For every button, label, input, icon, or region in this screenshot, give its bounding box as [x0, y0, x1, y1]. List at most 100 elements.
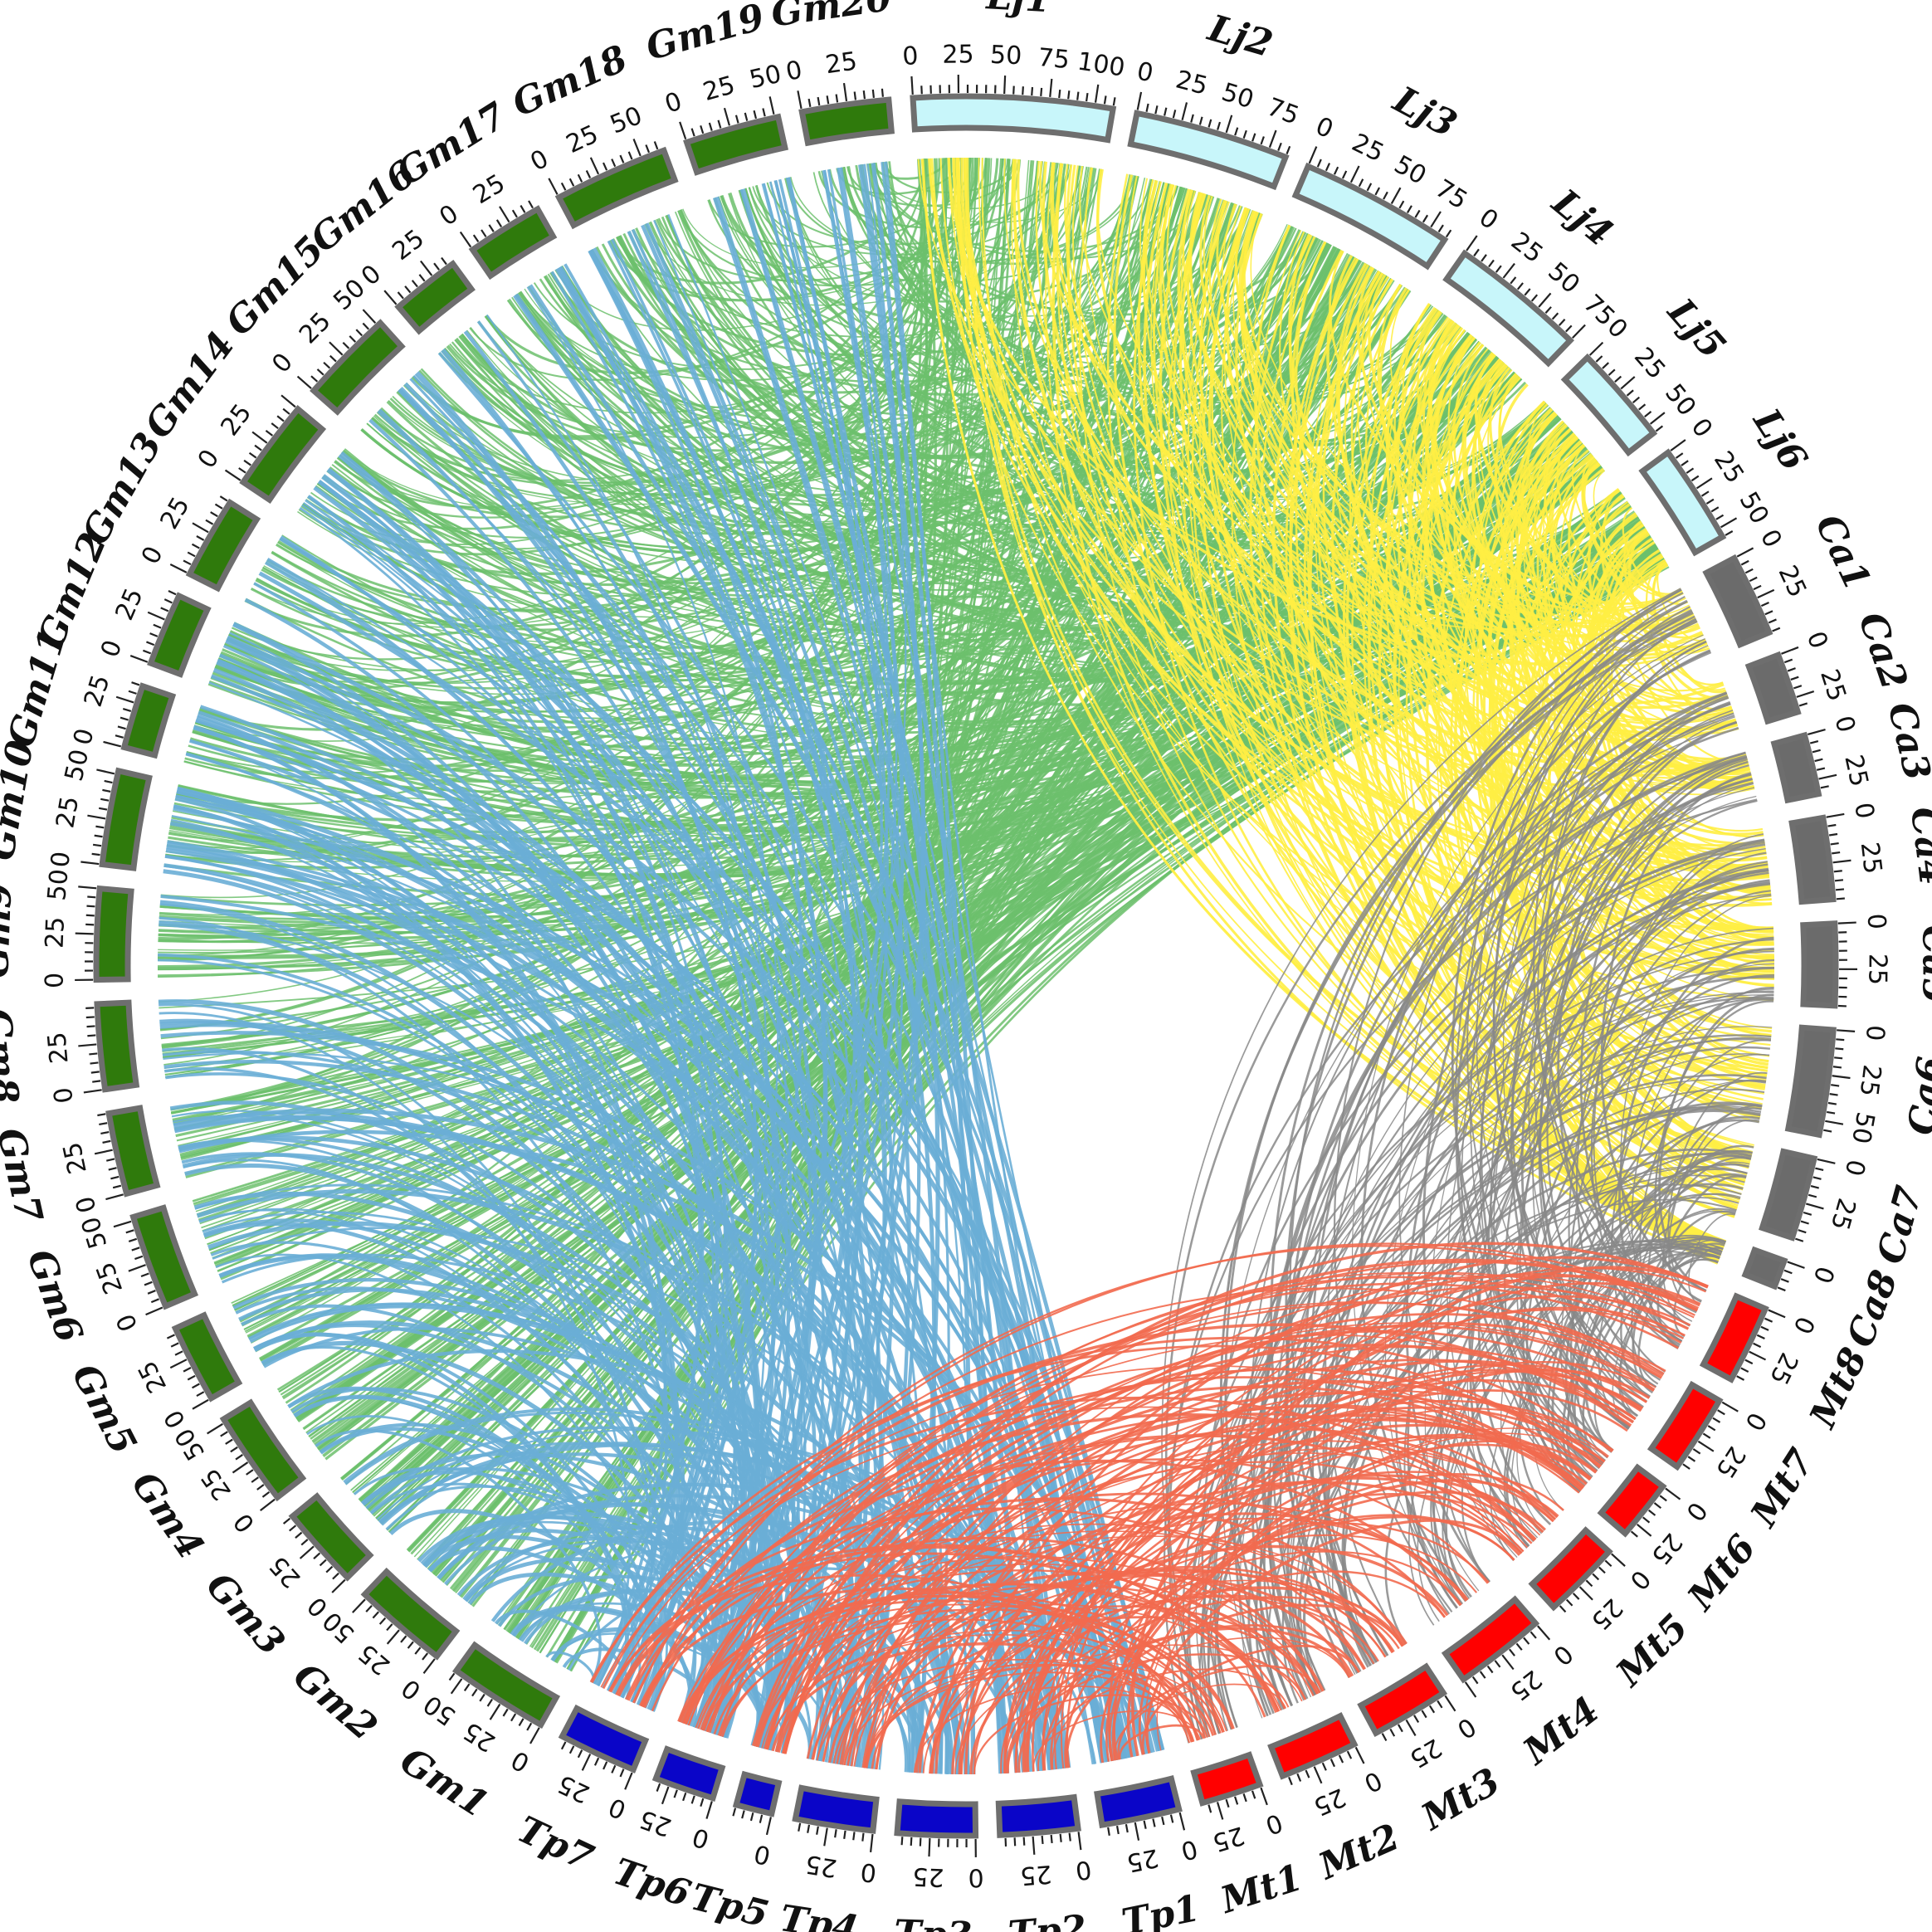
chromosome-block-tp4	[792, 1784, 880, 1834]
tick-label-gm4-2: 50	[169, 1423, 211, 1466]
chromosome-block-gm14	[239, 405, 327, 505]
tick-marks-gm11	[103, 681, 140, 748]
chromosome-label-ca8: Ca8	[1839, 1265, 1906, 1353]
chromosome-block-ca1	[1702, 554, 1773, 649]
tick-label-lj5-2: 50	[1659, 378, 1701, 422]
tick-marks-mt5	[1559, 1553, 1626, 1613]
tick-label-gm8-0: 0	[48, 1086, 79, 1105]
tick-label-gm8-1: 25	[42, 1031, 74, 1065]
tick-label-gm7-0: 0	[71, 1193, 103, 1217]
tick-marks-gm10	[80, 768, 115, 866]
tick-label-tp2-1: 25	[1019, 1859, 1053, 1891]
tick-label-gm1-0: 0	[506, 1744, 534, 1778]
chromosome-ca6: 0 25 50 Ca6	[1784, 1024, 1932, 1146]
chromosome-block-gm18	[554, 146, 679, 230]
chromosome-label-gm8: Gm8	[0, 1007, 27, 1105]
tick-label-gm9-1: 25	[41, 916, 71, 949]
tick-label-gm12-1: 25	[110, 584, 149, 625]
chromosome-gm8: 0 25 Gm8	[0, 999, 140, 1105]
tick-label-lj4-1: 25	[1505, 227, 1549, 269]
tick-label-gm2-1: 25	[353, 1637, 396, 1680]
tick-label-lj6-0: 0	[1685, 413, 1718, 443]
tick-label-tp6-1: 25	[636, 1803, 676, 1842]
tick-marks-mt7	[1682, 1401, 1739, 1470]
tick-label-lj2-1: 25	[1173, 66, 1211, 101]
tick-label-ca7-1: 25	[1824, 1195, 1861, 1233]
tick-label-gm16-1: 25	[387, 224, 430, 266]
chromosome-tp1: 0 25 Tp1	[1094, 1774, 1203, 1932]
tick-marks-gm1	[448, 1672, 540, 1744]
tick-label-mt7-1: 25	[1710, 1441, 1751, 1483]
chromosome-tp4: 0 25 Tp4	[777, 1784, 880, 1932]
tick-label-mt3-0: 0	[1451, 1711, 1481, 1744]
tick-label-gm20-1: 25	[823, 46, 859, 80]
chromosome-block-ca4	[1788, 814, 1837, 905]
tick-label-gm4-0: 0	[228, 1508, 261, 1538]
chromosome-block-gm1	[451, 1641, 561, 1730]
chromosome-label-tp2: Tp2	[1007, 1908, 1088, 1932]
chromosome-label-ca3: Ca3	[1879, 699, 1932, 784]
chromosome-gm20: 0 25 Gm20	[768, 0, 895, 147]
tick-label-lj4-0: 0	[1474, 203, 1504, 237]
chromosome-label-tp6: Tp6	[608, 1851, 696, 1916]
tick-label-mt5-0: 0	[1623, 1564, 1656, 1595]
tick-marks-mt1	[1208, 1787, 1268, 1820]
chromosome-block-lj5	[1560, 353, 1658, 457]
chromosome-label-tp7: Tp7	[511, 1808, 600, 1880]
chromosome-lj2: 0 25 50 75 Lj2	[1127, 7, 1303, 191]
tick-label-mt6-0: 0	[1680, 1496, 1712, 1526]
chromosome-label-lj6: Lj6	[1744, 400, 1815, 478]
tick-marks-gm3	[282, 1517, 346, 1593]
chromosome-ca5: 0 25 Ca5	[1800, 913, 1932, 1009]
tick-marks-gm14	[224, 394, 296, 481]
tick-label-tp3-1: 25	[912, 1861, 945, 1892]
tick-marks-gm16	[383, 256, 447, 305]
chromosome-gm9: 0 25 50 Gm9	[0, 868, 134, 989]
chromosome-block-ca6	[1784, 1024, 1837, 1139]
chromosome-tp2: 0 25 Tp2	[995, 1793, 1093, 1932]
tick-marks-tp1	[1107, 1812, 1186, 1841]
chromosome-block-gm17	[468, 205, 558, 281]
chromosome-label-gm13: Gm13	[74, 426, 170, 552]
tick-label-gm18-0: 0	[525, 144, 553, 178]
tick-marks-tp5	[732, 1808, 772, 1836]
chromosome-label-gm7: Gm7	[0, 1125, 51, 1227]
tick-marks-ca2	[1781, 646, 1815, 707]
tick-label-gm9-0: 0	[40, 973, 69, 989]
tick-marks-gm13	[169, 495, 228, 573]
tick-label-mt4-0: 0	[1547, 1638, 1578, 1671]
tick-marks-gm9	[75, 886, 97, 982]
chromosome-label-mt2: Mt2	[1311, 1816, 1406, 1889]
tick-marks-gm17	[459, 200, 534, 248]
tick-label-mt8-0: 0	[1787, 1312, 1820, 1338]
chromosome-block-lj2	[1127, 110, 1290, 191]
tick-marks-tp2	[1004, 1832, 1082, 1855]
chromosome-block-lj6	[1638, 448, 1727, 557]
tick-label-gm7-1: 25	[58, 1139, 93, 1177]
tick-marks-tp6	[656, 1783, 713, 1819]
tick-marks-mt6	[1630, 1487, 1681, 1538]
tick-label-gm6-0: 0	[111, 1310, 144, 1335]
tick-marks-tp7	[560, 1741, 633, 1790]
chromosome-block-gm15	[310, 319, 406, 416]
chromosome-block-mt3	[1357, 1662, 1448, 1738]
tick-label-gm6-2: 50	[76, 1213, 114, 1252]
tick-label-tp4-1: 25	[803, 1849, 839, 1883]
tick-label-ca1-1: 25	[1773, 561, 1812, 602]
tick-label-lj3-1: 25	[1347, 128, 1388, 168]
tick-marks-ca5	[1837, 921, 1857, 1007]
chromosome-block-ca8	[1741, 1246, 1788, 1290]
chromosome-block-mt8	[1699, 1292, 1769, 1383]
chromosome-label-ca4: Ca4	[1902, 805, 1932, 888]
chromosome-label-lj4: Lj4	[1543, 180, 1621, 255]
tick-marks-tp4	[798, 1822, 874, 1852]
chromosome-label-gm5: Gm5	[63, 1357, 144, 1461]
chromosome-label-ca2: Ca2	[1850, 607, 1915, 695]
tick-label-gm19-2: 50	[747, 60, 784, 95]
